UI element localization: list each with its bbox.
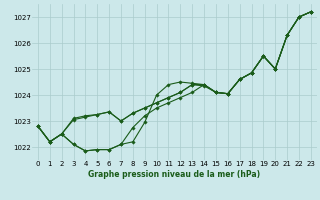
X-axis label: Graphe pression niveau de la mer (hPa): Graphe pression niveau de la mer (hPa) (88, 170, 260, 179)
